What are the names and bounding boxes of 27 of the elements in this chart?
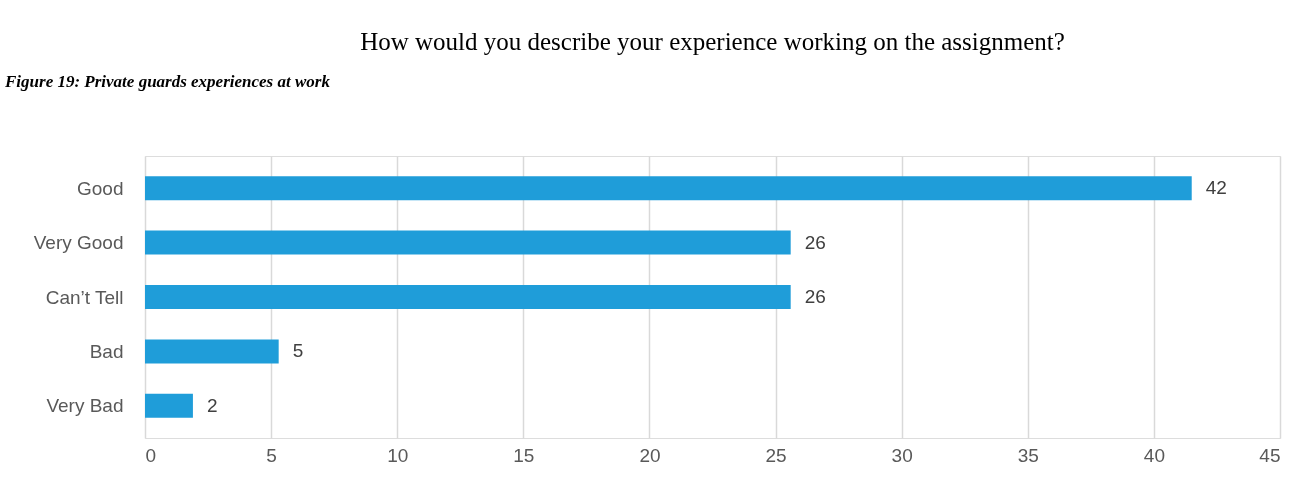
x-tick-label: 20: [639, 444, 661, 466]
x-tick-label: 25: [765, 444, 787, 466]
x-tick-label: 45: [1259, 444, 1281, 466]
x-tick-label: 35: [1017, 444, 1039, 466]
data-label: 2: [206, 394, 218, 416]
x-tick-label: 40: [1143, 444, 1165, 466]
x-tick-label: 0: [145, 444, 157, 466]
bar: [145, 339, 279, 364]
x-tick-label: 10: [387, 444, 409, 466]
x-tick-label: 15: [513, 444, 535, 466]
data-label: 26: [804, 231, 826, 253]
y-tick-label: Very Good: [33, 232, 124, 254]
bar: [145, 285, 791, 309]
bar: [145, 230, 791, 255]
bar: [145, 393, 193, 418]
caption: Figure 19: Private guards experiences at work: [4, 72, 331, 91]
y-tick-label: Good: [77, 177, 124, 199]
data-label: 26: [804, 286, 826, 307]
x-tick-label: 30: [891, 444, 913, 466]
y-tick-label: Bad: [89, 340, 124, 362]
chart-title: How would you describe your experience working on the assignment?: [360, 28, 1065, 55]
y-tick-label: Can’t Tell: [45, 286, 124, 308]
y-tick-label: Very Bad: [46, 395, 124, 417]
data-label: 5: [292, 340, 304, 362]
x-tick-label: 5: [266, 444, 277, 466]
bar: [145, 176, 1192, 201]
data-label: 42: [1205, 177, 1227, 199]
